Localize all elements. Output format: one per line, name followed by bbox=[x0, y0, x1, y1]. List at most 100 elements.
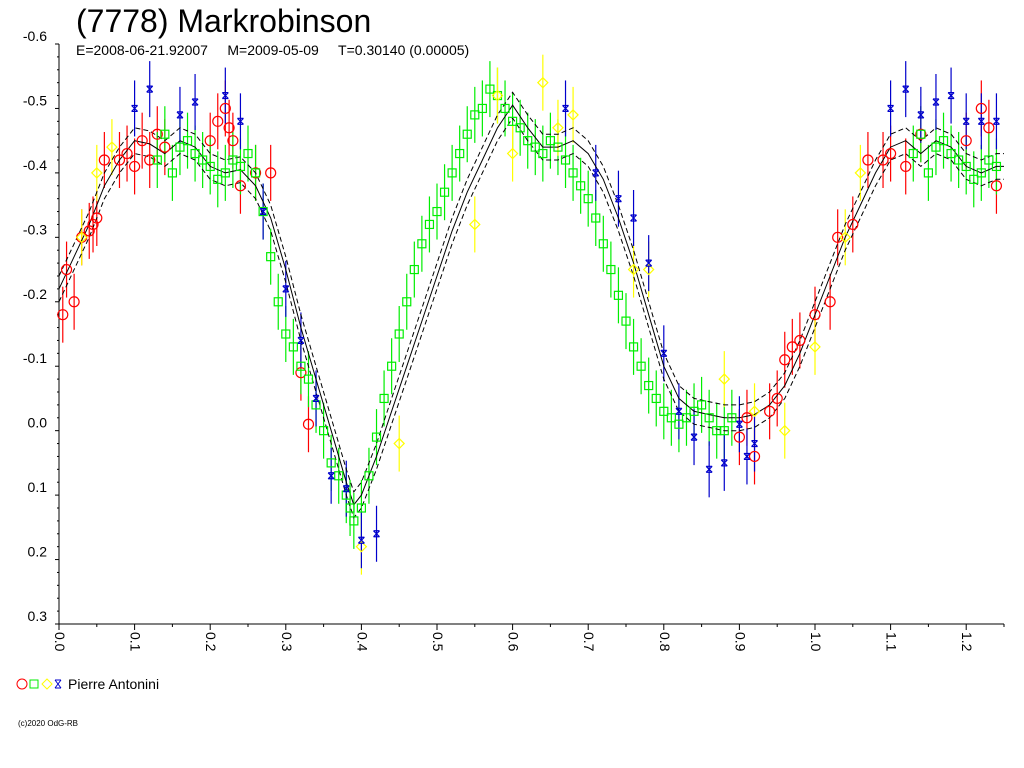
data-point-square bbox=[969, 174, 979, 184]
data-point-circle bbox=[144, 154, 156, 166]
data-point-square bbox=[628, 342, 639, 352]
chart-title: (7778) Markrobinson bbox=[76, 3, 372, 39]
y-tick-label: 0.2 bbox=[28, 544, 48, 560]
y-tick-label: 0.0 bbox=[28, 415, 48, 431]
data-point-cross bbox=[735, 420, 743, 428]
data-point-cross bbox=[630, 214, 637, 222]
data-point-circle bbox=[57, 309, 69, 321]
data-point-square bbox=[402, 297, 412, 307]
data-point-square bbox=[182, 136, 193, 146]
data-point-circle bbox=[136, 135, 148, 147]
data-point-circle bbox=[884, 147, 897, 160]
data-point-square bbox=[371, 432, 382, 442]
data-point-square bbox=[273, 297, 283, 307]
data-point-diamond bbox=[839, 231, 852, 244]
data-point-circle bbox=[832, 231, 844, 243]
data-point-diamond bbox=[642, 263, 655, 276]
data-point-cross bbox=[660, 349, 668, 357]
data-point-cross bbox=[887, 104, 895, 113]
data-point-square bbox=[704, 413, 714, 423]
data-point-square bbox=[576, 181, 586, 191]
y-tick-label: 0.3 bbox=[28, 608, 48, 624]
data-point-circle bbox=[900, 160, 912, 173]
data-point-square bbox=[470, 110, 480, 120]
data-point-cross bbox=[282, 285, 290, 293]
data-point-square bbox=[530, 142, 540, 152]
data-point-square bbox=[250, 168, 261, 178]
data-point-square bbox=[583, 194, 593, 204]
chart-subtitle: E=2008-06-21.92007 M=2009-05-09 T=0.3014… bbox=[76, 42, 470, 58]
data-point-cross bbox=[221, 91, 229, 100]
y-tick-label: 0.1 bbox=[28, 479, 48, 495]
data-point-cross bbox=[592, 169, 600, 177]
data-point-circle bbox=[151, 128, 163, 140]
data-point-square bbox=[288, 342, 298, 352]
data-point-circle bbox=[234, 180, 247, 192]
data-point-square bbox=[908, 148, 918, 159]
data-point-square bbox=[500, 103, 510, 114]
data-point-square bbox=[477, 103, 487, 114]
data-point-circle bbox=[129, 160, 141, 173]
data-point-square bbox=[613, 290, 624, 300]
data-points bbox=[57, 76, 1003, 553]
data-point-cross bbox=[191, 98, 199, 106]
legend: Pierre Antonini bbox=[16, 674, 159, 694]
data-point-square bbox=[432, 206, 442, 217]
data-point-circle bbox=[847, 218, 859, 231]
data-point-circle bbox=[786, 341, 798, 353]
data-point-cross bbox=[720, 459, 728, 467]
data-point-square bbox=[334, 471, 344, 481]
data-point-square bbox=[696, 400, 707, 410]
data-point-square bbox=[387, 361, 397, 371]
data-point-cross bbox=[962, 117, 970, 125]
data-point-square bbox=[379, 393, 389, 404]
data-point-circle bbox=[121, 147, 133, 160]
x-tick-label: 0.9 bbox=[732, 632, 748, 652]
data-point-cross bbox=[342, 485, 350, 493]
data-point-square bbox=[326, 458, 336, 468]
data-point-square bbox=[727, 413, 737, 423]
data-point-circle bbox=[975, 102, 987, 115]
data-point-circle bbox=[877, 154, 889, 166]
data-point-cross bbox=[327, 472, 335, 480]
x-tick-label: 0.5 bbox=[430, 632, 446, 652]
x-tick-label: 0.3 bbox=[279, 632, 295, 652]
x-tick-label: 0.0 bbox=[52, 632, 68, 652]
data-point-circle bbox=[60, 263, 73, 276]
data-point-square bbox=[345, 503, 355, 513]
data-point-square bbox=[621, 316, 631, 326]
data-point-square bbox=[296, 361, 306, 371]
data-point-diamond bbox=[854, 167, 867, 179]
data-point-diamond bbox=[627, 263, 640, 276]
data-point-circle bbox=[219, 102, 231, 115]
data-point-square bbox=[258, 206, 268, 217]
data-point-circle bbox=[68, 296, 80, 308]
data-point-square bbox=[961, 161, 971, 172]
data-point-circle bbox=[159, 141, 171, 153]
data-point-diamond bbox=[552, 121, 564, 134]
data-point-cross bbox=[176, 111, 184, 119]
data-point-circle bbox=[98, 154, 110, 166]
data-point-circle bbox=[204, 135, 216, 147]
data-point-diamond bbox=[506, 147, 519, 160]
data-point-square bbox=[319, 426, 329, 436]
data-point-cross bbox=[312, 394, 320, 403]
data-point-cross bbox=[675, 407, 683, 415]
data-point-square bbox=[984, 155, 994, 165]
data-point-circle bbox=[302, 418, 315, 430]
data-point-cross bbox=[917, 111, 925, 119]
y-tick-label: -0.4 bbox=[23, 157, 47, 173]
data-point-circle bbox=[741, 412, 753, 424]
data-point-square bbox=[160, 129, 170, 139]
data-point-cross bbox=[993, 117, 1000, 125]
data-point-square bbox=[462, 129, 472, 139]
data-point-square bbox=[938, 136, 949, 146]
data-point-cross bbox=[977, 117, 985, 125]
data-point-circle bbox=[223, 122, 235, 134]
data-point-square bbox=[931, 142, 941, 152]
data-point-square bbox=[439, 187, 450, 197]
data-point-square bbox=[175, 142, 185, 152]
data-point-square bbox=[417, 239, 427, 249]
data-point-square bbox=[946, 148, 956, 159]
data-point-cross bbox=[743, 452, 751, 461]
